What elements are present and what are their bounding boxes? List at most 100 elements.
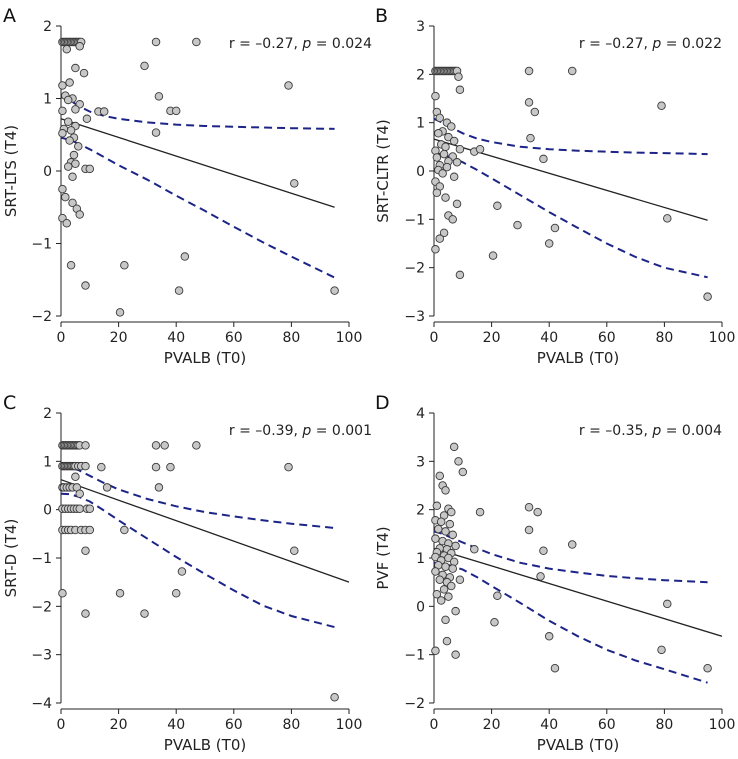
- data-point: [192, 37, 201, 47]
- data-point: [449, 136, 459, 146]
- y-tick-label: 0: [416, 164, 425, 180]
- y-tick-label: 4: [416, 406, 425, 422]
- x-tick-label: 20: [110, 717, 128, 733]
- data-point: [490, 618, 499, 627]
- y-axis-title: SRT-LTS (T4): [2, 125, 20, 217]
- ci-upper-line: [433, 530, 708, 584]
- data-point: [85, 525, 95, 535]
- stat-r: r = –0.35,: [579, 423, 652, 439]
- stat-p-value: = 0.001: [311, 423, 372, 439]
- data-point: [435, 113, 445, 123]
- x-tick-label: 20: [483, 717, 501, 733]
- data-point: [171, 106, 181, 116]
- y-tick-label: −2: [404, 261, 425, 277]
- data-point: [442, 162, 452, 172]
- x-tick-label: 0: [430, 330, 439, 346]
- data-point: [58, 106, 67, 116]
- data-point: [470, 545, 479, 554]
- y-tick-label: 0: [43, 503, 52, 519]
- stat-annotation: r = –0.27, p = 0.024: [229, 36, 372, 52]
- y-tick-label: 0: [43, 164, 52, 180]
- stat-p-value: = 0.022: [661, 36, 722, 52]
- x-tick-label: 80: [282, 717, 300, 733]
- data-point: [432, 153, 442, 162]
- data-point: [290, 179, 299, 188]
- data-point: [85, 504, 95, 513]
- x-tick-label: 100: [336, 330, 363, 346]
- data-point: [431, 91, 440, 101]
- y-tick-label: −1: [404, 212, 425, 228]
- data-point: [115, 589, 125, 598]
- data-point: [284, 81, 293, 90]
- data-point: [447, 122, 456, 131]
- data-point: [81, 609, 90, 618]
- panel-letter: D: [375, 392, 390, 414]
- data-point: [475, 144, 485, 154]
- y-tick-label: 2: [416, 503, 425, 519]
- data-point: [454, 457, 463, 466]
- stat-annotation: r = –0.27, p = 0.022: [579, 36, 722, 52]
- data-point: [58, 81, 67, 90]
- data-point: [75, 42, 84, 51]
- data-point: [493, 201, 502, 211]
- data-point: [475, 507, 485, 517]
- data-point: [458, 467, 468, 477]
- data-point: [448, 564, 457, 573]
- stat-annotation: r = –0.35, p = 0.004: [579, 423, 722, 439]
- data-point: [441, 142, 450, 152]
- panel-letter: C: [3, 392, 16, 414]
- stat-p-label: p: [301, 423, 311, 439]
- data-point: [451, 541, 460, 551]
- data-point: [524, 525, 534, 535]
- data-point: [81, 546, 90, 556]
- data-point: [536, 572, 545, 581]
- data-point: [441, 486, 450, 495]
- data-point: [85, 164, 95, 174]
- data-point: [524, 503, 534, 512]
- y-tick-label: 2: [416, 67, 425, 83]
- data-point: [82, 114, 92, 124]
- data-point: [444, 592, 453, 601]
- data-point: [455, 270, 465, 280]
- data-point: [63, 162, 73, 171]
- stat-r: r = –0.39,: [229, 423, 302, 439]
- data-point: [438, 169, 447, 178]
- data-point: [442, 636, 452, 646]
- data-point: [448, 215, 457, 224]
- data-point: [447, 507, 456, 517]
- data-point: [539, 546, 548, 556]
- data-point: [524, 66, 534, 76]
- x-tick-label: 100: [336, 717, 363, 733]
- data-point: [452, 199, 462, 209]
- data-point: [431, 646, 440, 656]
- y-tick-label: −2: [31, 309, 52, 325]
- x-tick-label: 20: [483, 330, 501, 346]
- y-tick-label: 2: [43, 19, 52, 35]
- data-point: [330, 286, 339, 295]
- stat-p-label: p: [651, 36, 661, 52]
- data-point: [449, 442, 459, 452]
- y-tick-label: −2: [31, 599, 52, 615]
- ci-lower-line: [60, 136, 336, 279]
- x-tick-label: 100: [709, 330, 736, 346]
- y-tick-label: 1: [416, 551, 425, 567]
- data-point: [115, 308, 125, 317]
- data-point: [451, 650, 460, 659]
- y-axis-title: SRT-D (T4): [2, 519, 20, 598]
- data-point: [68, 172, 77, 182]
- data-point: [449, 172, 459, 182]
- panel-letter: A: [3, 5, 16, 27]
- data-point: [120, 261, 129, 270]
- data-point: [99, 107, 109, 116]
- data-point: [434, 524, 443, 534]
- data-point: [432, 188, 442, 197]
- data-point: [436, 517, 446, 527]
- data-point: [526, 133, 535, 143]
- data-point: [431, 146, 440, 155]
- data-point: [81, 461, 90, 471]
- data-point: [488, 251, 498, 260]
- ci-lower-line: [60, 492, 335, 629]
- data-point: [455, 144, 465, 154]
- data-point: [431, 245, 440, 254]
- x-tick-label: 100: [709, 717, 736, 733]
